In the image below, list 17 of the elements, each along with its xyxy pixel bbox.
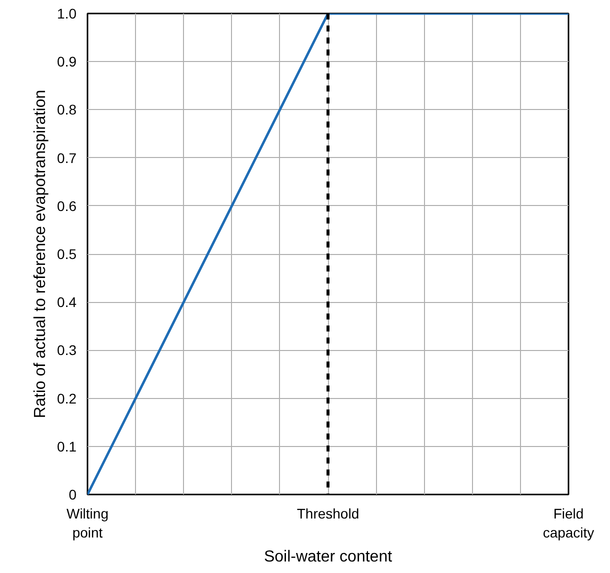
y-axis-title: Ratio of actual to reference evapotranspiration: [32, 90, 50, 418]
y-tick-label: 0.3: [57, 342, 77, 358]
y-tick-label: 0.7: [57, 150, 77, 166]
y-tick-label: 0: [68, 486, 77, 502]
y-tick-label: 1.0: [57, 6, 77, 22]
x-tick-label: Field capacity: [542, 506, 594, 541]
y-tick-label: 0.1: [57, 438, 77, 454]
y-tick-label: 0.5: [57, 246, 77, 262]
x-axis-title: Soil-water content: [264, 548, 393, 566]
y-tick-label: 0.8: [57, 102, 77, 118]
y-tick-label: 0.6: [57, 198, 77, 214]
y-tick-label: 0.2: [57, 390, 77, 406]
y-tick-label: 0.4: [57, 294, 77, 310]
line-series: [88, 14, 568, 494]
x-tick-label: Threshold: [296, 506, 360, 522]
y-tick-label: 0.9: [57, 54, 77, 70]
x-tick-label: Wilting point: [66, 506, 109, 541]
